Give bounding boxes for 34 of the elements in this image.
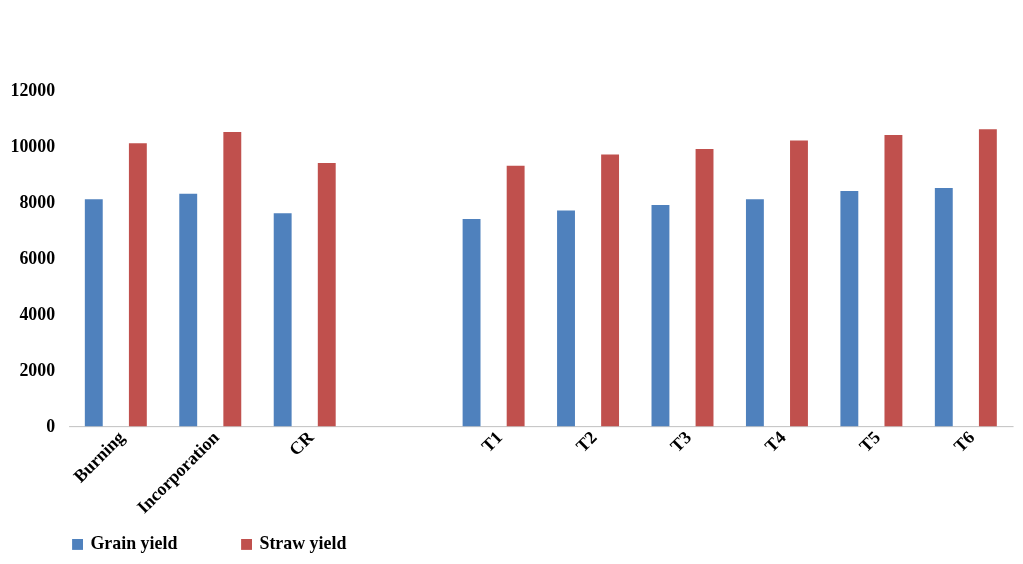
x-tick-label: T1: [477, 427, 507, 457]
y-tick-label: 6000: [19, 247, 56, 268]
y-tick-label: 0: [46, 415, 56, 436]
bar: [790, 140, 808, 427]
bar: [601, 154, 620, 427]
bar: [651, 204, 670, 427]
x-tick-label: T2: [571, 427, 601, 457]
y-tick-label: 2000: [19, 359, 56, 380]
legend-label: Grain yield: [90, 533, 178, 554]
x-tick-label: T4: [760, 427, 790, 457]
x-tick-label: T3: [666, 427, 696, 457]
bar: [84, 199, 103, 427]
x-tick-label: T5: [855, 427, 885, 457]
bar: [462, 218, 481, 427]
y-tick-label: 12000: [10, 79, 56, 100]
y-tick-label: 4000: [19, 303, 56, 324]
bar: [884, 134, 903, 427]
bar: [506, 165, 525, 427]
x-tick-label: CR: [284, 426, 319, 460]
bar: [745, 199, 764, 427]
x-tick-label: T6: [949, 427, 979, 457]
y-tick-label: 8000: [19, 191, 56, 212]
bar: [128, 143, 147, 427]
bar: [695, 148, 714, 427]
bar: [317, 162, 336, 427]
y-tick-label: 10000: [10, 135, 56, 156]
bar: [978, 129, 997, 427]
bar: [557, 210, 575, 427]
bar: [223, 132, 242, 427]
bar: [179, 193, 198, 427]
bar: [840, 190, 859, 427]
bar: [273, 213, 292, 427]
legend-label: Straw yield: [259, 533, 347, 554]
bar: [934, 188, 953, 427]
